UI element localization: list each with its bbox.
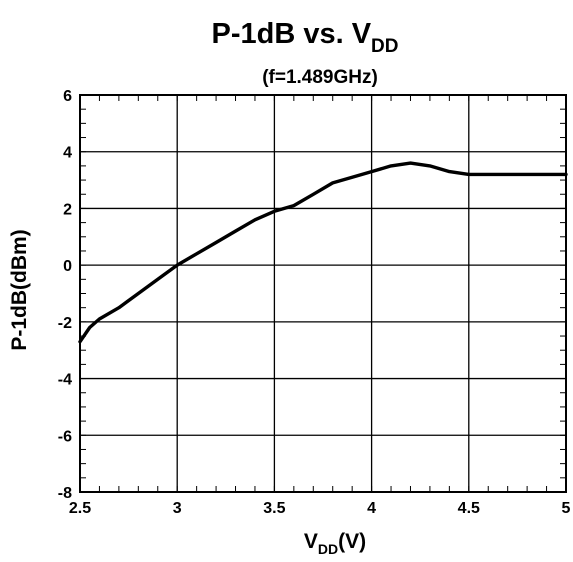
grid bbox=[79, 94, 567, 493]
chart-title-main: P-1dB vs. V bbox=[211, 18, 371, 50]
y-axis-label: P-1dB(dBm) bbox=[8, 229, 31, 350]
x-tick-label: 4.5 bbox=[458, 500, 480, 517]
x-axis-label-unit: (V) bbox=[338, 530, 366, 553]
y-tick-label: 0 bbox=[63, 258, 72, 275]
y-tick-label: -4 bbox=[58, 372, 72, 389]
ticks bbox=[79, 94, 567, 493]
y-tick-label: -2 bbox=[58, 315, 72, 332]
x-axis-label: VDD(V) bbox=[304, 530, 366, 557]
x-tick-labels: 2.5 3 3.5 4 4.5 5 bbox=[69, 500, 571, 517]
series-line bbox=[78, 161, 568, 344]
y-tick-label: -6 bbox=[58, 428, 72, 445]
x-tick-label: 3.5 bbox=[263, 500, 285, 517]
x-tick-label: 4 bbox=[367, 500, 376, 517]
y-tick-label: -8 bbox=[58, 485, 72, 502]
x-tick-label: 3 bbox=[173, 500, 182, 517]
series-layer bbox=[78, 161, 568, 344]
x-tick-label: 5 bbox=[562, 500, 571, 517]
chart-title-subscript: DD bbox=[371, 36, 398, 57]
x-axis-label-main: V bbox=[304, 530, 318, 553]
y-tick-label: 6 bbox=[63, 88, 72, 105]
y-tick-label: 2 bbox=[63, 201, 72, 218]
y-tick-label: 4 bbox=[63, 145, 72, 162]
y-tick-labels: -8 -6 -4 -2 0 2 4 6 bbox=[58, 88, 72, 502]
chart-subtitle: (f=1.489GHz) bbox=[262, 67, 378, 88]
plot-frame bbox=[79, 94, 567, 493]
x-axis-label-subscript: DD bbox=[318, 541, 338, 557]
x-tick-label: 2.5 bbox=[69, 500, 91, 517]
chart-title: P-1dB vs. VDD bbox=[211, 18, 398, 57]
